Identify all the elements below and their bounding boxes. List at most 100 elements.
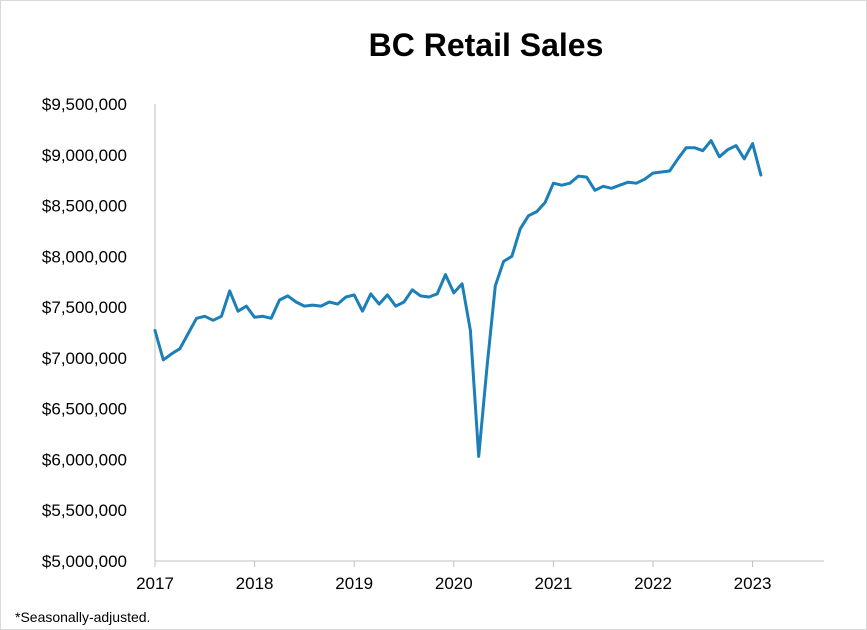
data-point: [693, 146, 696, 149]
data-point: [178, 347, 181, 350]
data-point: [477, 455, 480, 458]
data-point: [170, 352, 173, 355]
data-point: [361, 310, 364, 313]
data-point: [154, 329, 157, 332]
series-line-retail-sales: [153, 139, 763, 458]
y-tick-label: $8,500,000: [42, 197, 127, 216]
data-point: [652, 172, 655, 175]
data-point: [419, 294, 422, 297]
data-point: [203, 315, 206, 318]
data-point: [560, 184, 563, 187]
data-point: [369, 292, 372, 295]
data-point: [552, 182, 555, 185]
x-tick-label: 2017: [136, 574, 174, 593]
data-point: [427, 295, 430, 298]
y-tick-label: $7,500,000: [42, 298, 127, 317]
data-point: [320, 305, 323, 308]
data-point: [510, 255, 513, 258]
footnote: *Seasonally-adjusted.: [15, 609, 151, 625]
data-point: [494, 284, 497, 287]
y-axis-tick-labels: $9,500,000 $9,000,000 $8,500,000 $8,000,000…: [42, 95, 127, 571]
data-point: [286, 294, 289, 297]
data-point: [403, 301, 406, 304]
y-tick-label: $5,500,000: [42, 501, 127, 520]
data-point: [237, 310, 240, 313]
data-point: [195, 317, 198, 320]
data-point: [635, 182, 638, 185]
data-point: [593, 189, 596, 192]
data-point: [187, 332, 190, 335]
y-tick-label: $8,000,000: [42, 247, 127, 266]
x-tick-label: 2023: [734, 574, 772, 593]
y-tick-label: $5,000,000: [42, 552, 127, 571]
data-point: [643, 178, 646, 181]
data-point: [469, 329, 472, 332]
data-point: [411, 288, 414, 291]
data-point: [519, 227, 522, 230]
x-axis-ticks: [154, 561, 754, 567]
data-point: [295, 301, 298, 304]
data-point: [261, 315, 264, 318]
data-point: [328, 301, 331, 304]
y-tick-label: $9,000,000: [42, 146, 127, 165]
data-point: [378, 303, 381, 306]
data-point: [444, 273, 447, 276]
data-point: [668, 170, 671, 173]
data-point: [394, 305, 397, 308]
data-point: [544, 201, 547, 204]
data-point: [270, 317, 273, 320]
data-point: [701, 149, 704, 152]
data-point: [245, 305, 248, 308]
data-point: [585, 176, 588, 179]
data-point: [676, 157, 679, 160]
data-point: [228, 289, 231, 292]
data-point: [660, 171, 663, 174]
data-point: [710, 139, 713, 142]
data-point: [386, 293, 389, 296]
data-point: [602, 185, 605, 188]
data-point: [502, 260, 505, 263]
data-point: [344, 295, 347, 298]
data-point: [577, 175, 580, 178]
data-point: [726, 148, 729, 151]
y-tick-label: $7,000,000: [42, 349, 127, 368]
data-point: [759, 174, 762, 177]
x-tick-label: 2020: [435, 574, 473, 593]
data-point: [618, 184, 621, 187]
data-point: [303, 305, 306, 308]
x-axis-tick-labels: 2017 2018 2019 2020 2021 2022 2023: [136, 574, 771, 593]
data-point: [610, 187, 613, 190]
data-point: [278, 299, 281, 302]
x-tick-label: 2022: [634, 574, 672, 593]
data-point: [685, 146, 688, 149]
data-point: [212, 319, 215, 322]
data-point: [336, 303, 339, 306]
data-point: [751, 142, 754, 145]
data-point: [569, 182, 572, 185]
data-point: [436, 292, 439, 295]
data-point: [353, 293, 356, 296]
data-point: [735, 144, 738, 147]
x-tick-label: 2019: [335, 574, 373, 593]
data-point: [627, 181, 630, 184]
x-tick-label: 2021: [534, 574, 572, 593]
data-point: [220, 315, 223, 318]
data-point: [535, 210, 538, 213]
data-point: [162, 358, 165, 361]
data-point: [311, 304, 314, 307]
chart-title: BC Retail Sales: [368, 27, 604, 63]
data-point: [452, 291, 455, 294]
series-points: [154, 139, 763, 458]
x-tick-label: 2018: [236, 574, 274, 593]
y-tick-label: $9,500,000: [42, 95, 127, 114]
data-point: [743, 157, 746, 160]
data-point: [486, 366, 489, 369]
y-tick-label: $6,000,000: [42, 450, 127, 469]
y-tick-label: $6,500,000: [42, 400, 127, 419]
data-point: [527, 214, 530, 217]
data-point: [461, 282, 464, 285]
data-point: [253, 316, 256, 319]
data-point: [718, 155, 721, 158]
